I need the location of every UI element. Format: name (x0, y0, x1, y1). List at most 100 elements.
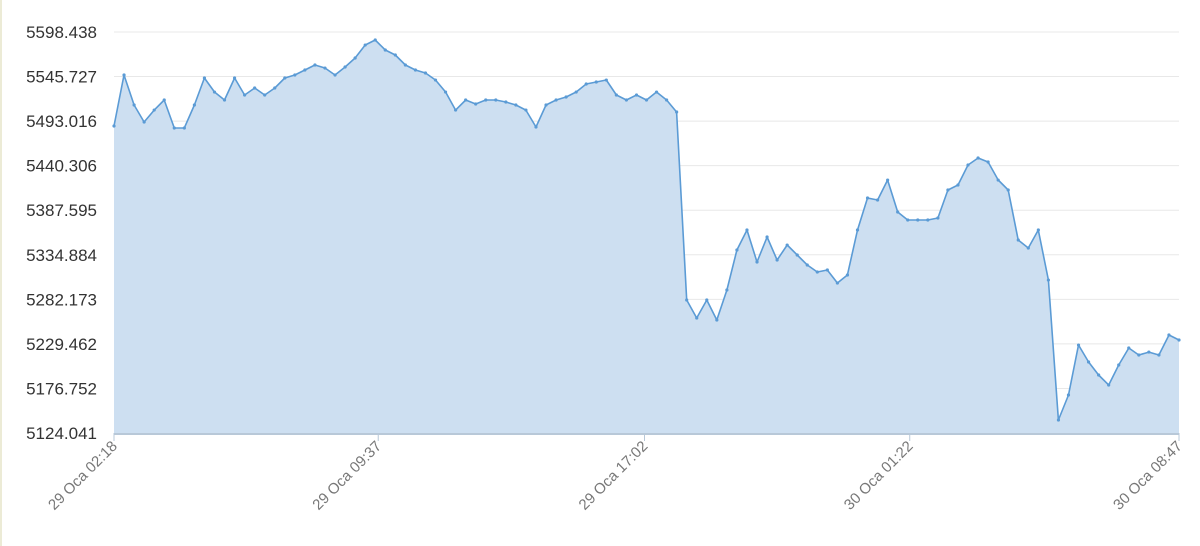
y-tick-label: 5176.752 (26, 379, 97, 398)
data-point (1097, 373, 1101, 377)
data-point (243, 93, 247, 97)
data-point (654, 90, 659, 94)
data-point (182, 126, 186, 130)
data-point (906, 218, 910, 222)
data-point (685, 298, 689, 302)
data-point (745, 228, 749, 232)
data-point (172, 126, 176, 130)
data-point (534, 125, 538, 129)
y-tick-label: 5387.595 (26, 201, 97, 220)
data-point (795, 253, 799, 257)
x-tick-label: 29 Oca 17:02 (576, 438, 652, 514)
data-point (484, 98, 488, 102)
data-point (1056, 418, 1061, 422)
data-point (112, 124, 116, 128)
y-tick-label: 5229.462 (26, 335, 97, 354)
data-point (875, 198, 880, 202)
y-tick-label: 5282.173 (26, 290, 97, 309)
data-point (333, 73, 337, 77)
x-tick-label: 29 Oca 02:18 (45, 438, 121, 514)
data-point (263, 93, 267, 97)
data-point (524, 108, 528, 112)
data-point (464, 98, 468, 102)
data-point (192, 103, 196, 107)
data-point (1036, 228, 1040, 232)
data-point (865, 196, 870, 200)
data-point (725, 288, 729, 292)
data-point (775, 258, 779, 262)
series-area (112, 38, 1181, 433)
y-tick-label: 5440.306 (26, 157, 97, 176)
data-point (805, 263, 809, 267)
data-point (514, 103, 518, 107)
data-point (433, 78, 438, 82)
data-point (604, 78, 608, 82)
data-point (222, 98, 227, 102)
data-point (705, 298, 709, 302)
y-tick-label: 5124.041 (26, 424, 97, 443)
y-axis: 5124.041 5176.752 5229.462 5282.173 5334.884… (26, 23, 97, 443)
data-point (454, 108, 458, 112)
data-point (323, 66, 327, 70)
data-point (1167, 333, 1171, 337)
data-point (1076, 343, 1081, 347)
data-point (946, 188, 950, 192)
data-point (1177, 338, 1181, 342)
data-point (916, 218, 920, 222)
data-point (343, 65, 347, 69)
x-axis: 29 Oca 02:18 29 Oca 09:37 29 Oca 17:02 30 O… (45, 433, 1186, 514)
data-point (1016, 238, 1020, 242)
data-point (1147, 350, 1151, 354)
data-point (423, 71, 428, 75)
data-point (936, 216, 940, 220)
data-point (554, 98, 558, 102)
data-point (1107, 383, 1111, 387)
data-point (624, 98, 629, 102)
data-point (715, 318, 719, 322)
data-point (1157, 353, 1161, 357)
data-point (1117, 363, 1121, 367)
data-point (564, 95, 568, 99)
data-point (996, 178, 1000, 182)
data-point (825, 268, 829, 272)
data-point (504, 100, 508, 104)
data-point (695, 316, 699, 320)
data-point (363, 43, 367, 47)
data-point (966, 163, 970, 167)
data-point (544, 103, 548, 107)
data-point (986, 160, 990, 164)
data-point (976, 156, 980, 160)
data-point (142, 120, 146, 124)
data-point (283, 76, 287, 80)
data-point (855, 228, 860, 232)
data-point (313, 63, 317, 67)
data-point (202, 76, 207, 80)
data-point (675, 110, 679, 114)
data-point (815, 270, 819, 274)
data-point (253, 86, 257, 90)
data-point (1066, 393, 1071, 397)
data-point (273, 86, 277, 90)
data-point (1006, 188, 1010, 192)
data-point (765, 235, 769, 239)
data-point (835, 281, 839, 285)
data-point (896, 210, 900, 214)
y-tick-label: 5334.884 (26, 246, 97, 265)
data-point (403, 63, 407, 67)
data-point (122, 73, 126, 77)
data-point (162, 98, 166, 102)
data-point (574, 90, 578, 94)
data-point (353, 56, 357, 60)
x-tick-label: 30 Oca 08:47 (1110, 438, 1186, 514)
data-point (755, 260, 759, 264)
data-point (1137, 353, 1141, 357)
data-point (785, 243, 789, 247)
data-point (614, 93, 618, 97)
data-point (443, 90, 448, 94)
data-point (303, 68, 307, 72)
x-tick-label: 29 Oca 09:37 (309, 438, 385, 514)
y-tick-label: 5598.438 (26, 23, 97, 42)
data-point (644, 98, 649, 102)
data-point (845, 273, 850, 277)
